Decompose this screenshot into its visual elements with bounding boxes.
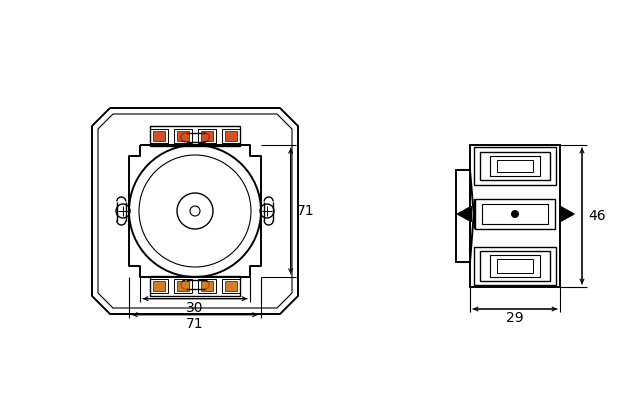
Bar [177,281,189,291]
Bar [225,131,237,141]
Bar [480,251,550,281]
Bar [222,279,240,293]
Bar [480,152,550,180]
Text: 71: 71 [297,204,314,218]
Bar [497,160,533,172]
Text: 46: 46 [588,209,606,223]
Bar [470,145,560,287]
Bar [150,126,240,146]
Bar [474,147,556,185]
Bar [198,279,216,293]
Bar [497,259,533,273]
Bar [474,247,556,285]
Polygon shape [560,206,574,222]
Bar [201,281,213,291]
Text: 30: 30 [186,301,204,314]
Bar [475,199,555,229]
Bar [222,129,240,143]
Bar [150,129,168,143]
Bar [198,129,216,143]
Bar [153,281,165,291]
Bar [456,170,470,262]
Bar [150,279,168,293]
Bar [174,279,192,293]
Bar [150,276,240,296]
Bar [490,255,540,277]
Bar [153,131,165,141]
Bar [225,281,237,291]
Polygon shape [457,206,471,222]
Text: 29: 29 [506,311,524,325]
Text: 71: 71 [186,317,204,331]
Bar [201,131,213,141]
Bar [482,204,548,224]
Bar [174,129,192,143]
Circle shape [511,210,519,218]
Bar [177,131,189,141]
Bar [490,156,540,176]
